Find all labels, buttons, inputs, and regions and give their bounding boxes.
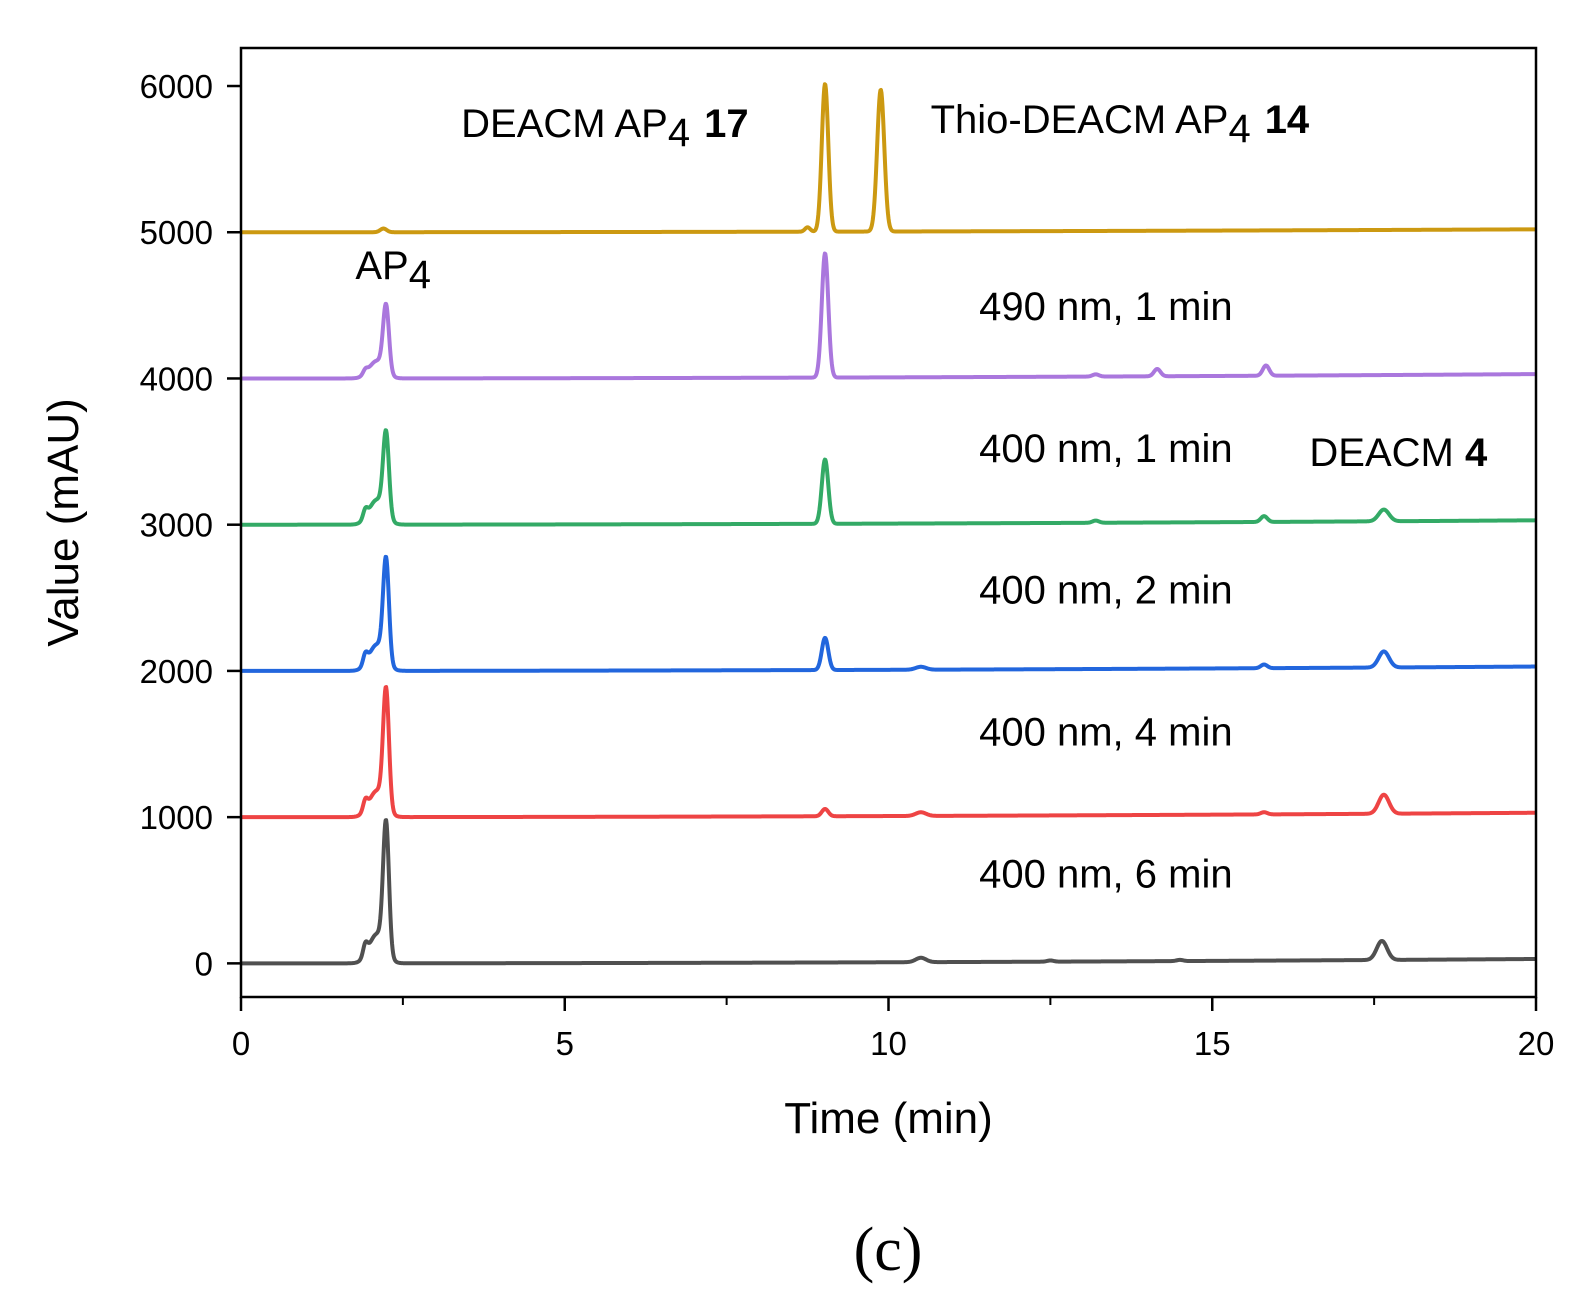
annotation-1: DEACM AP4 17 xyxy=(461,102,748,155)
annotation-text: AP xyxy=(355,244,408,288)
y-axis-title: Value (mAU) xyxy=(39,398,88,647)
panel-label: (c) xyxy=(854,1216,923,1284)
annotation-compound-number: 14 xyxy=(1265,98,1310,142)
annotation-subscript: 4 xyxy=(409,253,431,297)
annotation-2: Thio-DEACM AP4 14 xyxy=(931,98,1310,151)
series-line-1 xyxy=(239,685,1538,820)
annotation-text: 400 nm, 2 min xyxy=(979,569,1232,613)
annotation-text: 400 nm, 1 min xyxy=(979,427,1232,471)
annotation-8: 400 nm, 6 min xyxy=(979,852,1232,896)
annotation-6: 400 nm, 2 min xyxy=(979,569,1232,613)
annotation-compound-number: 4 xyxy=(1465,431,1488,475)
y-tick-label-3: 3000 xyxy=(140,507,213,544)
annotation-7: 400 nm, 4 min xyxy=(979,710,1232,754)
x-tick-label-2: 10 xyxy=(870,1025,907,1062)
annotation-text: 490 nm, 1 min xyxy=(979,285,1232,329)
series-line-4 xyxy=(239,251,1538,381)
annotation-text: DEACM AP xyxy=(461,102,668,146)
annotation-subscript: 4 xyxy=(668,111,690,155)
y-axis: 0 1000 2000 3000 4000 5000 6000 xyxy=(140,68,241,982)
series-line-2 xyxy=(239,554,1538,673)
annotation-subscript: 4 xyxy=(1228,107,1250,151)
y-tick-label-4: 4000 xyxy=(140,360,213,397)
x-axis: 0 5 10 15 20 xyxy=(232,997,1555,1062)
y-tick-label-5: 5000 xyxy=(140,214,213,251)
series-line-0 xyxy=(239,818,1538,966)
x-tick-label-4: 20 xyxy=(1518,1025,1555,1062)
annotation-text: 400 nm, 4 min xyxy=(979,710,1232,754)
annotation-0: AP4 xyxy=(355,244,431,297)
annotation-text: DEACM xyxy=(1309,431,1465,475)
annotation-text: 400 nm, 6 min xyxy=(979,852,1232,896)
annotation-5: DEACM 4 xyxy=(1309,431,1488,475)
x-tick-label-1: 5 xyxy=(556,1025,574,1062)
series-traces xyxy=(239,82,1538,966)
annotation-4: 400 nm, 1 min xyxy=(979,427,1232,471)
annotation-3: 490 nm, 1 min xyxy=(979,285,1232,329)
annotation-compound-number: 17 xyxy=(704,102,749,146)
x-axis-title: Time (min) xyxy=(784,1094,993,1143)
series-line-5 xyxy=(239,82,1538,235)
series-line-3 xyxy=(239,428,1538,527)
y-tick-label-2: 2000 xyxy=(140,653,213,690)
y-tick-label-6: 6000 xyxy=(140,68,213,105)
annotation-text: Thio-DEACM AP xyxy=(931,98,1229,142)
x-tick-label-3: 15 xyxy=(1194,1025,1231,1062)
y-tick-label-1: 1000 xyxy=(140,799,213,836)
x-tick-label-0: 0 xyxy=(232,1025,250,1062)
y-tick-label-0: 0 xyxy=(195,945,213,982)
